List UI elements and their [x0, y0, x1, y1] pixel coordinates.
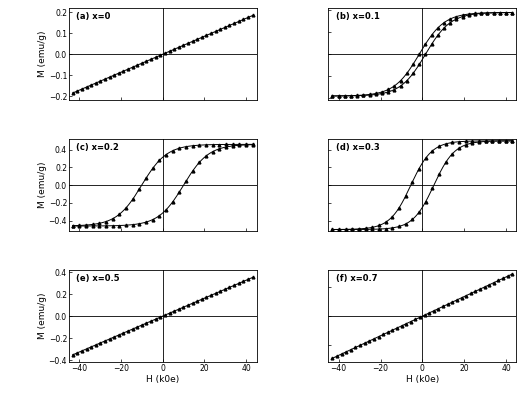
Text: (f) x=0.7: (f) x=0.7 [336, 274, 377, 283]
Text: (b) x=0.1: (b) x=0.1 [336, 12, 379, 21]
X-axis label: H (k0e): H (k0e) [406, 375, 439, 384]
Text: (e) x=0.5: (e) x=0.5 [76, 274, 120, 283]
Y-axis label: M (emu/g): M (emu/g) [38, 293, 47, 339]
Y-axis label: M (emu/g): M (emu/g) [38, 31, 47, 77]
Text: (d) x=0.3: (d) x=0.3 [336, 143, 379, 152]
Text: (c) x=0.2: (c) x=0.2 [76, 143, 119, 152]
Y-axis label: M (emu/g): M (emu/g) [38, 162, 47, 208]
Text: (a) x=0: (a) x=0 [76, 12, 111, 21]
X-axis label: H (k0e): H (k0e) [146, 375, 179, 384]
